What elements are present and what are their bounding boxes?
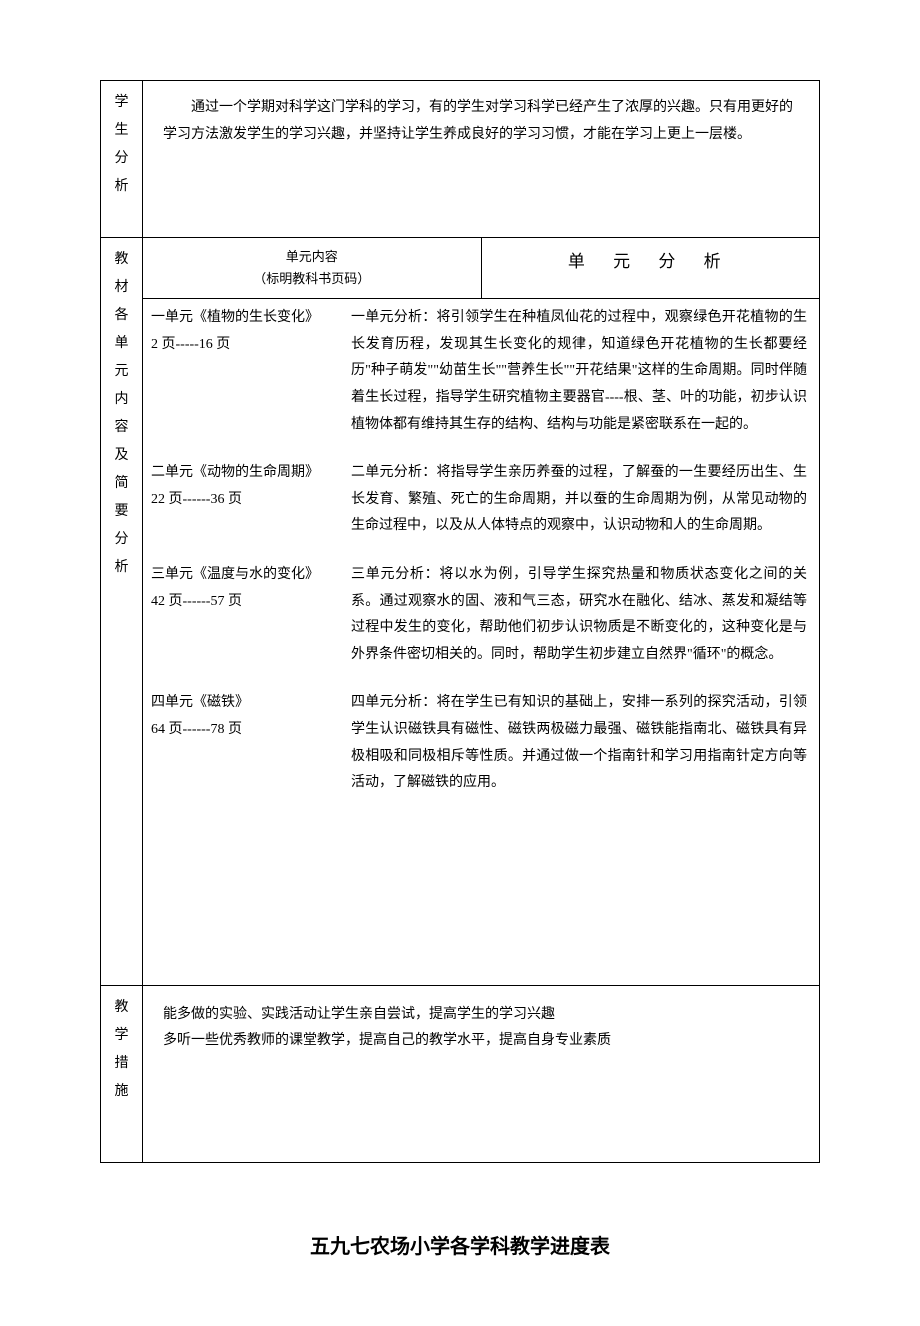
unit-analysis-label: 教材各单元内容及简要分析 xyxy=(115,246,129,582)
unit-analysis-text: 四单元分析：将在学生已有知识的基础上，安排一系列的探究活动，引领学生认识磁铁具有… xyxy=(351,690,807,796)
student-analysis-label-cell: 学生分析 xyxy=(101,81,143,238)
unit-header-line2: （标明教科书页码） xyxy=(153,268,471,290)
unit-pages: 22 页------36 页 xyxy=(151,487,341,514)
unit-analysis-text: 二单元分析：将指导学生亲历养蚕的过程，了解蚕的一生要经历出生、生长发育、繁殖、死… xyxy=(351,460,807,540)
unit-analysis-text: 一单元分析：将引领学生在种植凤仙花的过程中，观察绿色开花植物的生长发育历程，发现… xyxy=(351,305,807,438)
unit-title: 三单元《温度与水的变化》 xyxy=(151,562,341,589)
measures-line2: 多听一些优秀教师的课堂教学，提高自己的教学水平，提高自身专业素质 xyxy=(163,1028,799,1055)
measures-line1: 能多做的实验、实践活动让学生亲自尝试，提高学生的学习兴趣 xyxy=(163,1002,799,1029)
unit-left: 四单元《磁铁》64 页------78 页 xyxy=(151,690,351,796)
unit-left: 二单元《动物的生命周期》22 页------36 页 xyxy=(151,460,351,540)
unit-body-cell: 一单元《植物的生长变化》2 页-----16 页一单元分析：将引领学生在种植凤仙… xyxy=(143,299,820,986)
bottom-title: 五九七农场小学各学科教学进度表 xyxy=(100,1228,820,1266)
unit-left: 一单元《植物的生长变化》2 页-----16 页 xyxy=(151,305,351,438)
unit-pages: 42 页------57 页 xyxy=(151,589,341,616)
unit-spacer xyxy=(151,819,807,979)
unit-row: 三单元《温度与水的变化》42 页------57 页三单元分析：将以水为例，引导… xyxy=(151,562,807,668)
measures-cell: 能多做的实验、实践活动让学生亲自尝试，提高学生的学习兴趣 多听一些优秀教师的课堂… xyxy=(143,985,820,1162)
unit-pages: 64 页------78 页 xyxy=(151,717,341,744)
unit-analysis-label-cell: 教材各单元内容及简要分析 xyxy=(101,238,143,986)
unit-title: 二单元《动物的生命周期》 xyxy=(151,460,341,487)
unit-title: 一单元《植物的生长变化》 xyxy=(151,305,341,332)
unit-title: 四单元《磁铁》 xyxy=(151,690,341,717)
unit-body-row: 一单元《植物的生长变化》2 页-----16 页一单元分析：将引领学生在种植凤仙… xyxy=(101,299,820,986)
unit-header-right-cell: 单 元 分 析 xyxy=(481,238,820,299)
student-analysis-label: 学生分析 xyxy=(115,89,129,201)
lesson-plan-table: 学生分析 通过一个学期对科学这门学科的学习，有的学生对学习科学已经产生了浓厚的兴… xyxy=(100,80,820,1163)
measures-label: 教学措施 xyxy=(115,994,129,1106)
unit-header-line1: 单元内容 xyxy=(153,246,471,268)
units-wrapper: 一单元《植物的生长变化》2 页-----16 页一单元分析：将引领学生在种植凤仙… xyxy=(143,299,819,985)
student-analysis-cell: 通过一个学期对科学这门学科的学习，有的学生对学习科学已经产生了浓厚的兴趣。只有用… xyxy=(143,81,820,238)
student-analysis-row: 学生分析 通过一个学期对科学这门学科的学习，有的学生对学习科学已经产生了浓厚的兴… xyxy=(101,81,820,238)
unit-left: 三单元《温度与水的变化》42 页------57 页 xyxy=(151,562,351,668)
measures-row: 教学措施 能多做的实验、实践活动让学生亲自尝试，提高学生的学习兴趣 多听一些优秀… xyxy=(101,985,820,1162)
unit-header-row: 教材各单元内容及简要分析 单元内容 （标明教科书页码） 单 元 分 析 xyxy=(101,238,820,299)
measures-label-cell: 教学措施 xyxy=(101,985,143,1162)
unit-analysis-text: 三单元分析：将以水为例，引导学生探究热量和物质状态变化之间的关系。通过观察水的固… xyxy=(351,562,807,668)
measures-content: 能多做的实验、实践活动让学生亲自尝试，提高学生的学习兴趣 多听一些优秀教师的课堂… xyxy=(153,994,809,1154)
unit-row: 一单元《植物的生长变化》2 页-----16 页一单元分析：将引领学生在种植凤仙… xyxy=(151,305,807,438)
unit-row: 四单元《磁铁》64 页------78 页四单元分析：将在学生已有知识的基础上，… xyxy=(151,690,807,796)
unit-header-left-cell: 单元内容 （标明教科书页码） xyxy=(143,238,482,299)
unit-row: 二单元《动物的生命周期》22 页------36 页二单元分析：将指导学生亲历养… xyxy=(151,460,807,540)
unit-pages: 2 页-----16 页 xyxy=(151,332,341,359)
student-analysis-content: 通过一个学期对科学这门学科的学习，有的学生对学习科学已经产生了浓厚的兴趣。只有用… xyxy=(153,89,809,229)
